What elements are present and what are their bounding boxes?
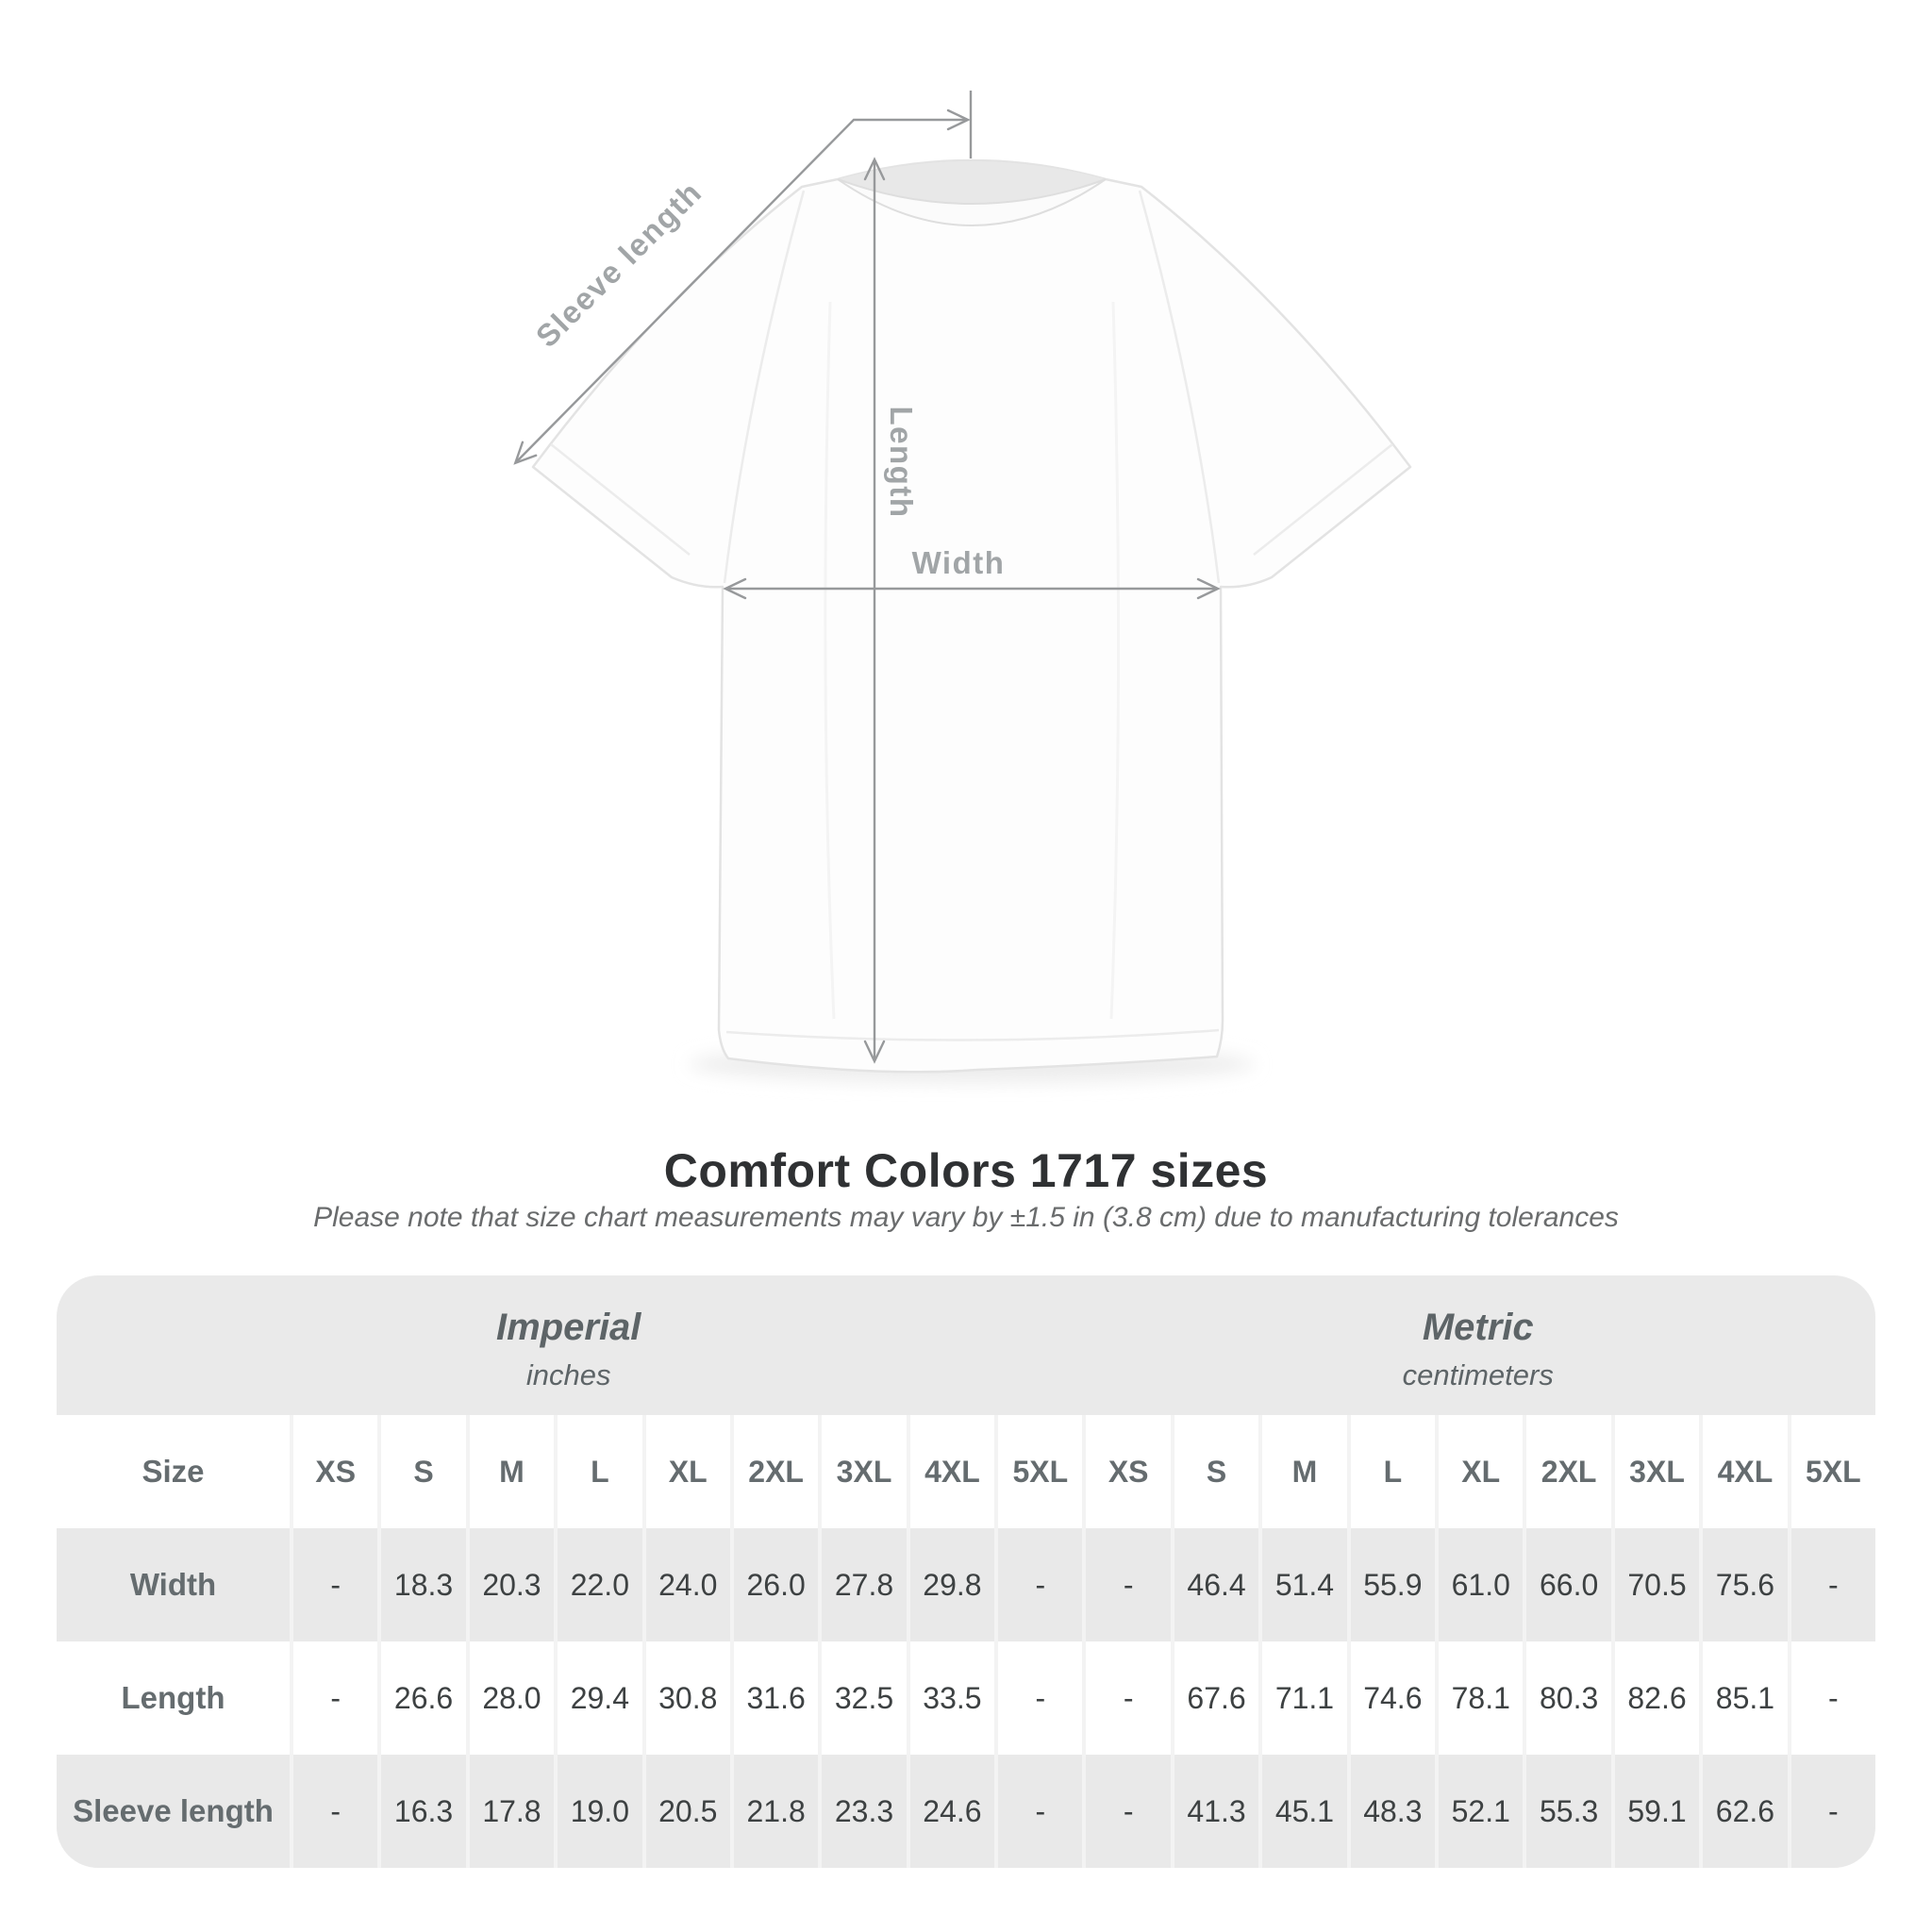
metric-title: Metric xyxy=(1422,1306,1534,1348)
value-cell: 24.0 xyxy=(645,1528,730,1641)
value-cell: 16.3 xyxy=(381,1755,466,1868)
value-cell: 62.6 xyxy=(1703,1755,1788,1868)
value-cell: 55.9 xyxy=(1350,1528,1436,1641)
measurement-annotations xyxy=(513,91,1221,1064)
value-cell: - xyxy=(293,1641,378,1755)
value-cell: 61.0 xyxy=(1439,1528,1524,1641)
value-cell: - xyxy=(293,1528,378,1641)
imperial-unit: inches xyxy=(525,1357,611,1391)
value-cell: 66.0 xyxy=(1526,1528,1611,1641)
size-table: Imperial inches Metric centimeters Size X… xyxy=(57,1275,1875,1868)
value-cell: - xyxy=(998,1528,1083,1641)
value-cell: - xyxy=(1086,1528,1171,1641)
length-label: Length xyxy=(884,407,919,519)
tshirt-size-diagram: Sleeve length Length Width xyxy=(513,91,1412,1083)
size-header-cell-imperial: 3XL xyxy=(822,1415,907,1528)
size-header-cell-imperial: 5XL xyxy=(998,1415,1083,1528)
value-cell: 41.3 xyxy=(1174,1755,1259,1868)
value-cell: 18.3 xyxy=(381,1528,466,1641)
value-cell: 28.0 xyxy=(469,1641,555,1755)
tshirt-body xyxy=(531,158,1412,1074)
size-header-cell-imperial: M xyxy=(469,1415,555,1528)
size-header-cell-metric: 5XL xyxy=(1790,1415,1875,1528)
value-cell: 21.8 xyxy=(733,1755,819,1868)
tolerance-note: Please note that size chart measurements… xyxy=(313,1202,1619,1233)
value-cell: - xyxy=(1790,1641,1875,1755)
row-label: Sleeve length xyxy=(57,1755,290,1868)
units-header: Imperial inches Metric centimeters xyxy=(57,1275,1875,1415)
size-header-cell-imperial: XL xyxy=(645,1415,730,1528)
imperial-title: Imperial xyxy=(496,1306,641,1348)
size-header-cell-metric: XL xyxy=(1439,1415,1524,1528)
value-cell: - xyxy=(293,1755,378,1868)
value-cell: 71.1 xyxy=(1262,1641,1347,1755)
metric-unit: centimeters xyxy=(1402,1357,1554,1391)
value-cell: 33.5 xyxy=(909,1641,995,1755)
size-header-cell-imperial: L xyxy=(558,1415,642,1528)
value-cell: 19.0 xyxy=(558,1755,642,1868)
value-cell: - xyxy=(1086,1755,1171,1868)
value-cell: 45.1 xyxy=(1262,1755,1347,1868)
tshirt-illustration xyxy=(531,158,1412,1083)
value-cell: 85.1 xyxy=(1703,1641,1788,1755)
row-label: Width xyxy=(57,1528,290,1641)
value-cell: - xyxy=(1086,1641,1171,1755)
value-cell: 26.0 xyxy=(733,1528,819,1641)
value-cell: 29.8 xyxy=(909,1528,995,1641)
value-cell: 59.1 xyxy=(1614,1755,1700,1868)
value-cell: 23.3 xyxy=(822,1755,907,1868)
size-header-cell-metric: 3XL xyxy=(1614,1415,1700,1528)
size-header-cell-metric: M xyxy=(1262,1415,1347,1528)
size-column-header: Size xyxy=(57,1415,290,1528)
value-cell: 70.5 xyxy=(1614,1528,1700,1641)
value-cell: 67.6 xyxy=(1174,1641,1259,1755)
value-cell: 27.8 xyxy=(822,1528,907,1641)
value-cell: 82.6 xyxy=(1614,1641,1700,1755)
size-header-cell-metric: 2XL xyxy=(1526,1415,1611,1528)
value-cell: - xyxy=(1790,1528,1875,1641)
width-label: Width xyxy=(912,545,1006,580)
size-table-grid: Size XS S M L XL 2XL 3XL 4XL 5XL XS S M L XL 2XL 3XL 4XL 5… xyxy=(57,1415,1875,1868)
value-cell: 75.6 xyxy=(1703,1528,1788,1641)
value-cell: 32.5 xyxy=(822,1641,907,1755)
value-cell: 26.6 xyxy=(381,1641,466,1755)
imperial-header: Imperial inches xyxy=(57,1275,1080,1419)
metric-header: Metric centimeters xyxy=(1080,1275,1875,1419)
value-cell: 24.6 xyxy=(909,1755,995,1868)
page-title: Comfort Colors 1717 sizes xyxy=(663,1144,1269,1197)
value-cell: 20.5 xyxy=(645,1755,730,1868)
row-label: Length xyxy=(57,1641,290,1755)
value-cell: - xyxy=(998,1641,1083,1755)
size-header-cell-imperial: S xyxy=(381,1415,466,1528)
size-header-cell-metric: S xyxy=(1174,1415,1259,1528)
value-cell: 22.0 xyxy=(558,1528,642,1641)
value-cell: 48.3 xyxy=(1350,1755,1436,1868)
value-cell: 46.4 xyxy=(1174,1528,1259,1641)
size-header-cell-metric: XS xyxy=(1086,1415,1171,1528)
value-cell: 80.3 xyxy=(1526,1641,1611,1755)
value-cell: - xyxy=(998,1755,1083,1868)
size-header-cell-imperial: XS xyxy=(293,1415,378,1528)
value-cell: 51.4 xyxy=(1262,1528,1347,1641)
value-cell: 52.1 xyxy=(1439,1755,1524,1868)
value-cell: 31.6 xyxy=(733,1641,819,1755)
value-cell: 20.3 xyxy=(469,1528,555,1641)
value-cell: 78.1 xyxy=(1439,1641,1524,1755)
size-header-cell-metric: L xyxy=(1350,1415,1436,1528)
size-header-cell-imperial: 4XL xyxy=(909,1415,995,1528)
value-cell: 74.6 xyxy=(1350,1641,1436,1755)
value-cell: - xyxy=(1790,1755,1875,1868)
value-cell: 29.4 xyxy=(558,1641,642,1755)
value-cell: 30.8 xyxy=(645,1641,730,1755)
sleeve-length-arrow xyxy=(513,108,971,465)
value-cell: 55.3 xyxy=(1526,1755,1611,1868)
value-cell: 17.8 xyxy=(469,1755,555,1868)
size-header-cell-metric: 4XL xyxy=(1703,1415,1788,1528)
size-header-cell-imperial: 2XL xyxy=(733,1415,819,1528)
